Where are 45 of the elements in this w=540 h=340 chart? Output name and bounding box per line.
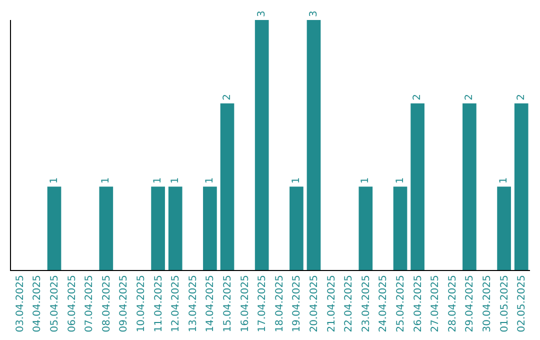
x-tick-label: 28.04.2025 [447,275,458,332]
data-label: 2 [516,94,527,100]
data-label: 2 [464,94,475,100]
x-tick-label: 29.04.2025 [464,275,476,332]
x-tick-label: 22.04.2025 [344,275,355,332]
x-tick-label: 30.04.2025 [482,275,493,332]
x-tick-label: 06.04.2025 [66,275,78,332]
x-tick-label: 15.04.2025 [222,275,234,332]
data-label: 1 [204,177,216,184]
data-label: 1 [170,177,181,184]
x-tick-label: 20.04.2025 [309,275,320,332]
x-tick-label: 17.04.2025 [257,275,268,332]
x-tick-label: 18.04.2025 [274,275,286,332]
x-tick-label: 02.05.2025 [516,275,528,332]
data-label: 1 [152,177,164,184]
x-tick-label: 04.04.2025 [32,275,44,332]
data-label: 1 [100,177,112,184]
data-label: 1 [498,177,510,184]
data-label: 2 [412,94,424,100]
data-label: 2 [222,94,233,100]
x-tick-label: 09.04.2025 [118,275,130,332]
data-label: 3 [308,10,320,17]
x-tick-label: 21.04.2025 [326,275,338,332]
data-label: 3 [256,10,268,17]
x-tick-label: 16.04.2025 [240,275,251,332]
data-label: 1 [394,177,406,184]
x-tick-label: 07.04.2025 [84,275,96,332]
x-tick-label: 25.04.2025 [396,275,406,332]
x-tick-label: 11.04.2025 [153,275,164,332]
x-tick-label: 23.04.2025 [360,275,372,332]
x-tick-label: 03.04.2025 [14,275,26,332]
x-tick-label: 19.04.2025 [292,275,303,332]
x-tick-label: 08.04.2025 [101,275,112,332]
data-label: 1 [360,177,372,184]
x-tick-label: 24.04.2025 [378,275,390,332]
x-tick-label: 05.04.2025 [50,275,60,332]
data-label: 1 [48,177,60,184]
x-tick-label: 14.04.2025 [205,275,216,332]
x-tick-label: 26.04.2025 [412,275,424,332]
x-tick-label: 12.04.2025 [170,275,182,332]
x-tick-label: 10.04.2025 [136,275,147,332]
x-tick-label: 13.04.2025 [188,275,199,332]
data-label: 1 [290,177,302,184]
x-tick-label: 01.05.2025 [499,275,510,332]
x-tick-label: 27.04.2025 [430,275,442,332]
